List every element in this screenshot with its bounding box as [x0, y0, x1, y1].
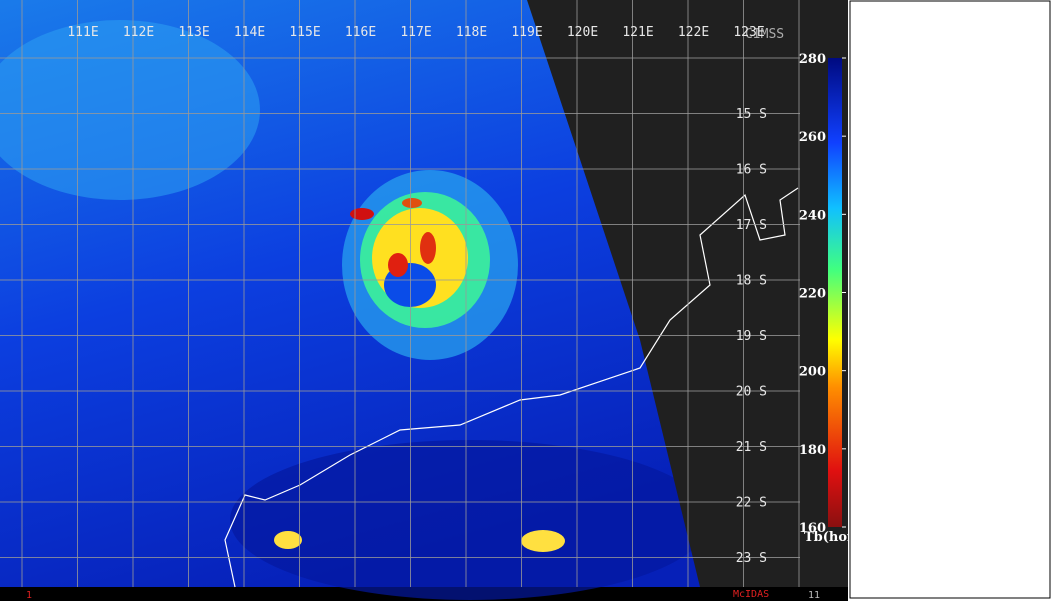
lon-label: 116E [345, 25, 376, 40]
lon-label: 123E [733, 25, 764, 40]
cloud [521, 530, 565, 552]
colorbar-tick-label: 220 [799, 287, 826, 302]
lon-label: 111E [67, 25, 98, 40]
colorbar-tick-label: 160 [799, 521, 826, 536]
lat-label: 21 S [736, 440, 767, 455]
lat-label: 19 S [736, 329, 767, 344]
lon-label: 122E [678, 25, 709, 40]
lat-label: 17 S [736, 218, 767, 233]
lon-label: 118E [456, 25, 487, 40]
colorbar-tick-label: 260 [799, 130, 826, 145]
footer-left: 1 [26, 590, 32, 601]
lon-label: 120E [567, 25, 598, 40]
lon-label: 113E [178, 25, 209, 40]
colorbar-tick-label: 180 [799, 443, 826, 458]
lat-label: 20 S [736, 385, 767, 400]
lat-label: 22 S [736, 496, 767, 511]
lon-label: 119E [511, 25, 542, 40]
cyclone [342, 170, 518, 360]
lon-label: 117E [400, 25, 431, 40]
lat-label: 18 S [736, 274, 767, 289]
cloud [274, 531, 302, 549]
footer-center: McIDAS [733, 589, 769, 600]
colorbar-tick-label: 240 [799, 208, 826, 223]
colorbar [828, 58, 842, 527]
side-panel [849, 0, 1051, 599]
lat-label: 23 S [736, 551, 767, 566]
lat-label: 16 S [736, 163, 767, 178]
colorbar-tick-label: 280 [799, 52, 826, 67]
cloud [230, 440, 710, 600]
lon-label: 121E [622, 25, 653, 40]
footer-right: 11 [808, 590, 820, 601]
lon-label: 115E [289, 25, 320, 40]
graticule [0, 0, 800, 587]
logo: CIMSS [745, 27, 784, 42]
cloud [0, 20, 260, 200]
colorbar-tick-label: 200 [799, 365, 826, 380]
lon-label: 114E [234, 25, 265, 40]
lat-label: 15 S [736, 107, 767, 122]
coastline [224, 187, 799, 588]
lon-label: 112E [123, 25, 154, 40]
